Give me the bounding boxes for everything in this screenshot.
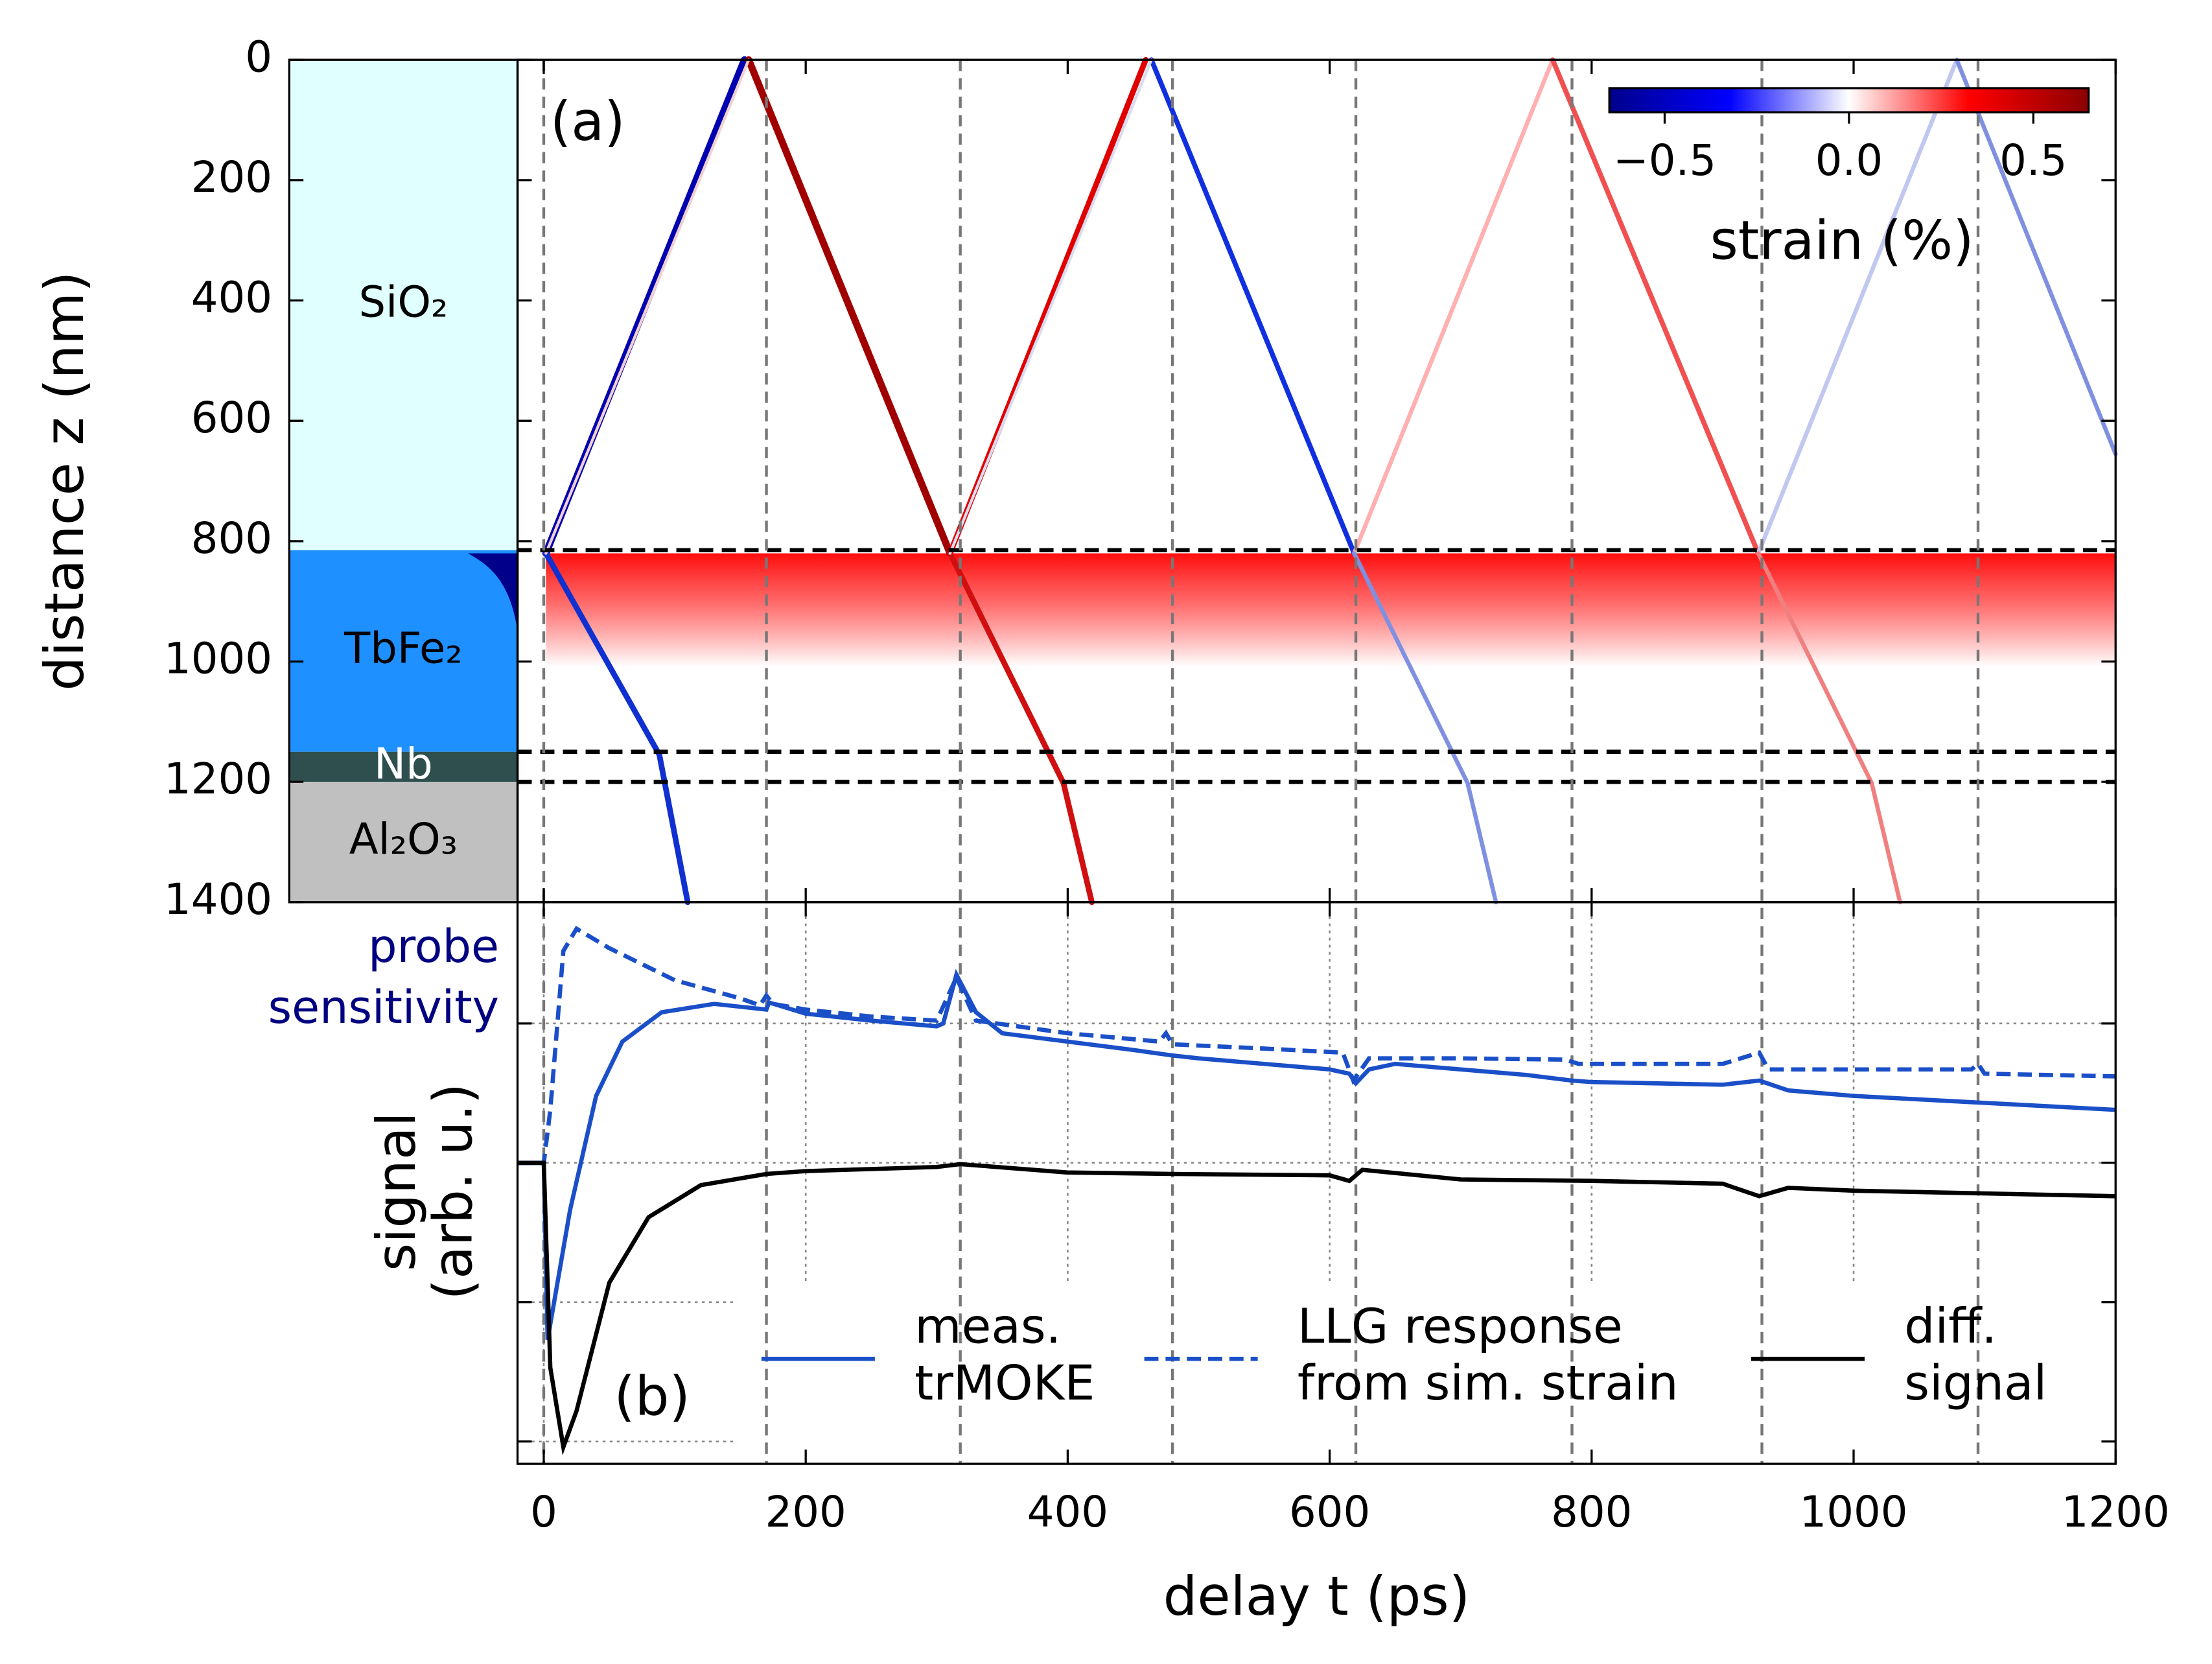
colorbar-tick-label: 0.0: [1815, 136, 1883, 185]
y-tick-label: 1400: [164, 875, 272, 924]
layer-label: Al₂O₃: [349, 815, 458, 864]
y-tick-label: 1200: [164, 755, 272, 804]
layer: [289, 550, 518, 752]
legend-label: LLG response from sim. strain: [1298, 1298, 1679, 1411]
y-tick-label: 200: [191, 153, 272, 202]
layer: [289, 782, 518, 902]
y-tick-label: 600: [191, 393, 272, 443]
layer-label: Nb: [374, 740, 433, 789]
colorbar-label: strain (%): [1710, 209, 1973, 272]
wavefront: [542, 550, 691, 906]
series-line: [517, 926, 2116, 1166]
y-tick-label: 0: [245, 32, 272, 82]
plot-frame: [516, 58, 2117, 904]
legend-label: diff. signal: [1904, 1298, 2047, 1411]
wavefront: [1148, 57, 1357, 556]
wavefront: [1756, 57, 1959, 556]
wavefront: [1550, 57, 1761, 556]
wavefront: [1352, 57, 1555, 556]
y-tick-label: 800: [191, 514, 272, 563]
series-line: [517, 968, 2116, 1341]
y-tick-label: 1000: [164, 635, 272, 684]
strain-band: [546, 553, 2116, 667]
panel-label: (a): [550, 90, 625, 153]
colorbar-tick-label: 0.5: [1999, 136, 2067, 185]
x-tick-label: 1000: [1800, 1488, 1908, 1537]
axis-label: signal(arb. u.): [365, 1083, 485, 1300]
y-tick-label: 400: [191, 274, 272, 323]
layer-label: TbFe₂: [343, 624, 463, 673]
legend-box: [737, 1283, 2102, 1457]
wavefronts: [542, 56, 2118, 906]
x-tick-label: 600: [1289, 1488, 1370, 1537]
layer-label: SiO₂: [359, 278, 448, 327]
colorbar-tick-label: −0.5: [1613, 136, 1716, 185]
layer: [289, 751, 518, 782]
wavefront: [745, 56, 954, 557]
wavefront: [1756, 551, 1902, 905]
series-line: [517, 1160, 2116, 1456]
wavefront: [1954, 57, 2118, 456]
x-tick-label: 1200: [2062, 1488, 2170, 1537]
x-tick-label: 200: [765, 1488, 846, 1537]
wavefront: [1352, 551, 1498, 905]
legend-label: meas. trMOKE: [914, 1298, 1095, 1411]
layer: [289, 60, 518, 550]
x-tick-label: 400: [1027, 1488, 1108, 1537]
layer-profile: [467, 553, 518, 631]
wavefront: [948, 58, 1153, 555]
colorbar: [1608, 87, 2090, 113]
x-tick-label: 800: [1551, 1488, 1632, 1537]
side-label: probe sensitivity: [268, 920, 499, 1034]
x-tick-label: 0: [530, 1488, 557, 1537]
plot-frame: [516, 901, 2117, 1465]
wavefront: [544, 58, 751, 555]
axis-label: delay t (ps): [1163, 1565, 1471, 1628]
panel-label: (b): [614, 1365, 690, 1428]
axis-label: distance z (nm): [33, 271, 96, 690]
strain-map: [467, 56, 2118, 906]
